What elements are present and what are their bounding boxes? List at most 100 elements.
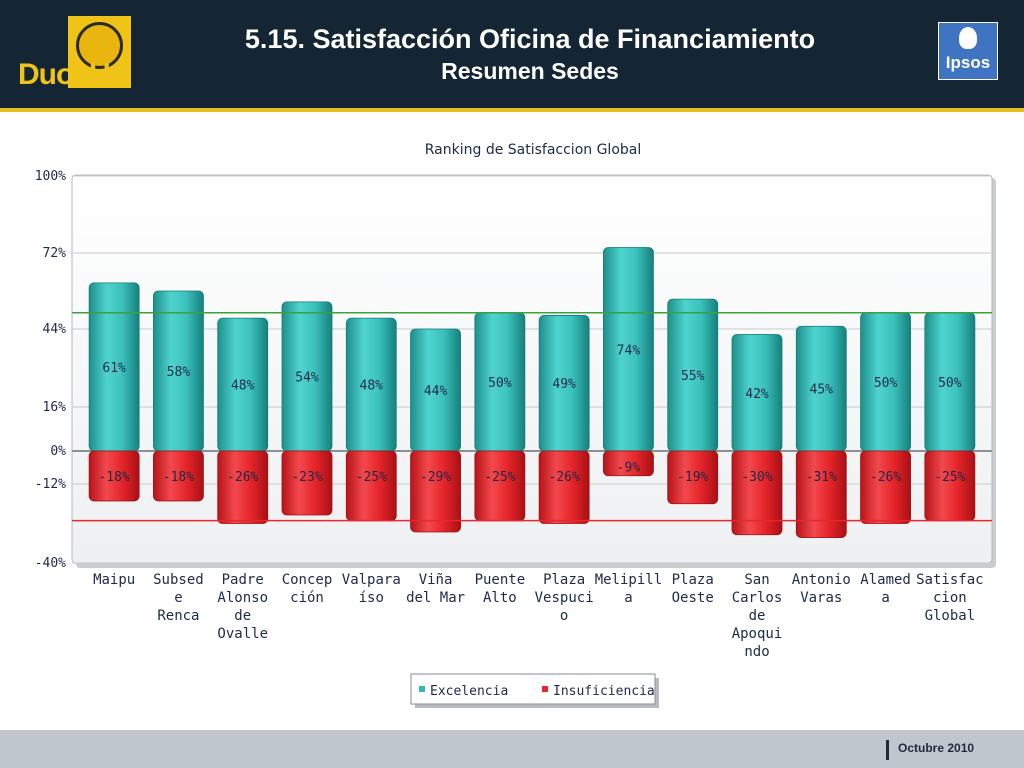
x-category-line: de xyxy=(749,608,766,624)
legend-swatch-excelencia xyxy=(419,686,425,692)
x-category-line: Alamed xyxy=(860,572,911,588)
x-category-line: Plaza xyxy=(672,572,714,588)
bar-insuficiencia xyxy=(281,450,333,516)
data-label-insuficiencia: -26% xyxy=(870,470,901,485)
bar-insuficiencia xyxy=(474,450,526,522)
x-category-line: a xyxy=(881,590,889,606)
data-label-insuficiencia: -26% xyxy=(227,470,258,485)
x-category-line: ndo xyxy=(744,644,769,660)
x-category-line: Global xyxy=(925,608,976,624)
x-category-label: Antonio Varas xyxy=(792,572,851,606)
page-subtitle: Resumen Sedes xyxy=(441,58,619,84)
x-category-label: Padre Alonso de Ovalle xyxy=(217,572,268,642)
data-label-insuficiencia: -30% xyxy=(741,470,772,485)
x-category-line: cion xyxy=(933,590,967,606)
legend-label-insuficiencia: Insuficiencia xyxy=(553,684,655,699)
duoc-logo-text: DuocUC xyxy=(18,58,131,91)
x-category-line: Oeste xyxy=(672,590,714,606)
header-divider xyxy=(0,112,1024,114)
seal-emblem-icon xyxy=(76,22,123,69)
x-category-line: Valpara xyxy=(342,572,401,588)
duoc-logo: DuocUC xyxy=(18,16,134,91)
x-category-line: Melipill xyxy=(595,572,662,588)
x-category-label: Concep ción xyxy=(282,572,333,606)
x-category-line: Ovalle xyxy=(217,626,268,642)
y-tick-label: 72% xyxy=(43,246,67,261)
legend-swatch-insuficiencia xyxy=(542,686,548,692)
data-label-excelencia: 50% xyxy=(874,376,898,391)
x-category-label: Puente Alto xyxy=(475,572,526,606)
y-axis-ticks: 100% 72% 44% 16% 0% -12% -40% xyxy=(35,169,66,571)
x-category-line: Varas xyxy=(800,590,842,606)
data-label-insuficiencia: -25% xyxy=(356,470,387,485)
reference-lines xyxy=(72,311,992,522)
bar-insuficiencia xyxy=(345,450,397,522)
bar-insuficiencia xyxy=(410,450,461,533)
bar-insuficiencia xyxy=(153,450,204,502)
x-category-label: Viña del Mar xyxy=(406,572,465,606)
x-category-label: Plaza Oeste xyxy=(672,572,714,606)
x-category-line: e xyxy=(174,590,182,606)
x-category-line: ción xyxy=(290,590,324,606)
x-category-line: íso xyxy=(359,590,384,606)
bars: 61% -18% 58% -18% 48% -26% 54% -23% 48% -25% 44% -2… xyxy=(88,247,976,539)
x-category-line: San xyxy=(744,572,769,588)
data-label-excelencia: 48% xyxy=(231,379,255,394)
footer-bar xyxy=(0,730,1024,768)
x-category-line: Puente xyxy=(475,572,526,588)
data-label-insuficiencia: -18% xyxy=(163,470,194,485)
x-category-line: Renca xyxy=(157,608,199,624)
data-label-insuficiencia: -25% xyxy=(484,470,515,485)
ipsos-logo-text: Ipsos xyxy=(945,53,991,72)
ipsos-head-icon xyxy=(959,27,977,49)
data-label-excelencia: 48% xyxy=(360,379,384,394)
y-tick-label: -40% xyxy=(35,556,66,571)
chart-title: Ranking de Satisfaccion Global xyxy=(425,142,642,158)
x-category-line: del Mar xyxy=(406,590,465,606)
ipsos-logo: Ipsos xyxy=(938,22,998,80)
legend: Excelencia Insuficiencia xyxy=(410,673,659,708)
x-category-line: Alto xyxy=(483,590,517,606)
x-category-line: Vespuci xyxy=(535,590,594,606)
bar-insuficiencia xyxy=(924,450,976,522)
x-category-label: Subsed e Renca xyxy=(153,572,204,624)
y-tick-label: 16% xyxy=(43,400,67,415)
footer-date: Octubre 2010 xyxy=(898,741,975,755)
data-label-excelencia: 44% xyxy=(424,384,448,399)
x-category-label: Melipill a xyxy=(595,572,662,606)
bar-insuficiencia xyxy=(860,450,911,524)
data-label-excelencia: 54% xyxy=(295,370,319,385)
x-category-line: Padre xyxy=(222,572,264,588)
data-label-insuficiencia: -26% xyxy=(548,470,579,485)
x-category-label: Maipu xyxy=(93,572,135,588)
x-category-line: Subsed xyxy=(153,572,204,588)
duoc-seal-icon xyxy=(68,16,131,88)
x-axis-categories: Maipu Subsed e Renca Padre Alonso de Ovalle Conc… xyxy=(93,572,984,660)
bar-insuficiencia xyxy=(538,450,590,524)
data-label-insuficiencia: -29% xyxy=(420,470,451,485)
bar-insuficiencia xyxy=(795,450,847,539)
x-category-line: a xyxy=(624,590,632,606)
data-label-excelencia: 49% xyxy=(552,377,576,392)
x-category-line: Carlos xyxy=(732,590,783,606)
y-tick-label: -12% xyxy=(35,477,66,492)
data-label-excelencia: 50% xyxy=(938,376,962,391)
x-category-line: Antonio xyxy=(792,572,851,588)
bar-insuficiencia xyxy=(217,450,269,524)
page-title: 5.15. Satisfacción Oficina de Financiami… xyxy=(244,24,816,54)
data-label-insuficiencia: -31% xyxy=(806,470,837,485)
bar-insuficiencia xyxy=(667,450,719,505)
data-label-excelencia: 50% xyxy=(488,376,512,391)
x-category-line: Maipu xyxy=(93,572,135,588)
bar-insuficiencia xyxy=(88,450,140,502)
x-category-line: Apoqui xyxy=(732,626,783,642)
header-bar xyxy=(0,0,1024,108)
data-label-excelencia: 58% xyxy=(167,365,191,380)
y-tick-label: 44% xyxy=(43,322,67,337)
data-label-excelencia: 61% xyxy=(102,361,126,376)
data-label-insuficiencia: -9% xyxy=(617,460,641,475)
satisfaction-chart: Ranking de Satisfaccion Global 61% -18% 58… xyxy=(35,142,996,708)
x-category-line: Plaza xyxy=(543,572,585,588)
data-label-insuficiencia: -23% xyxy=(291,470,322,485)
header-accent-stripe xyxy=(0,108,1024,112)
